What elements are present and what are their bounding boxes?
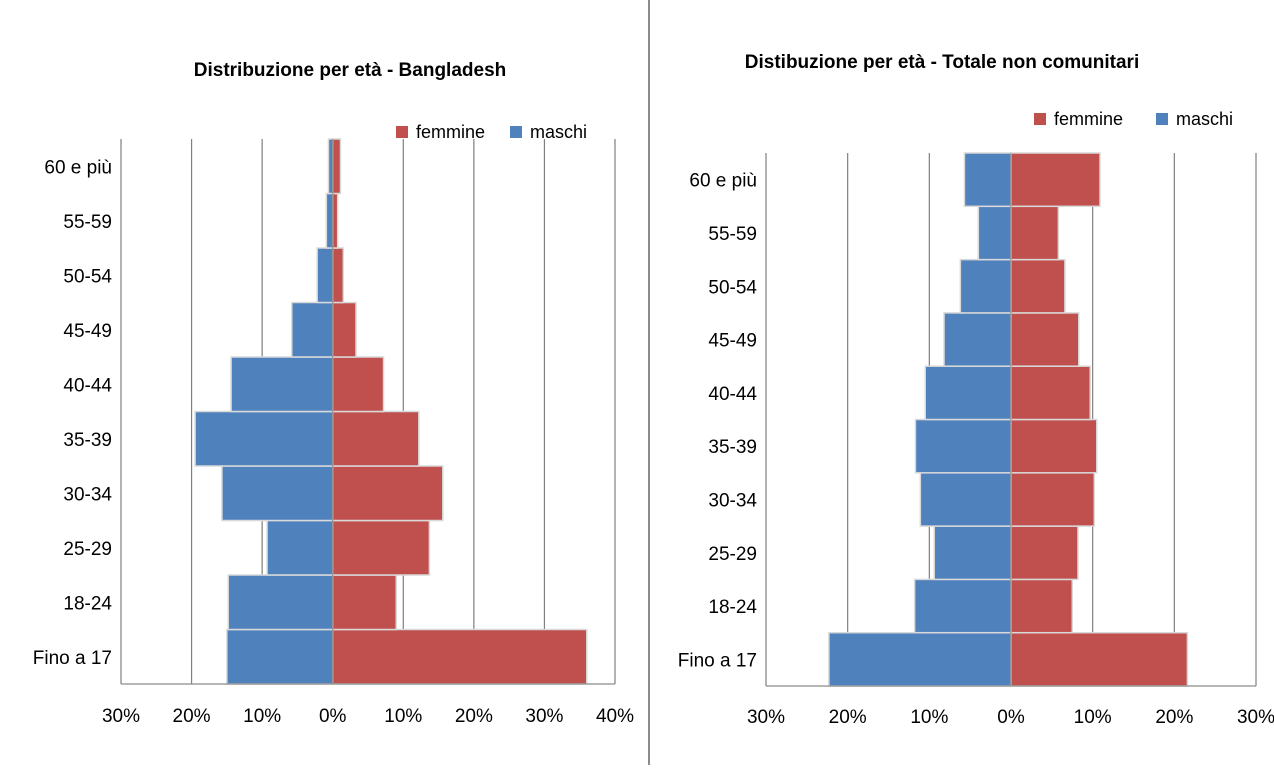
bar-femmine-40-44 xyxy=(1010,365,1091,421)
bar-femmine-25-29 xyxy=(1010,525,1079,581)
legend-label-maschi: maschi xyxy=(530,122,587,142)
x-tick-label: 30% xyxy=(747,707,785,728)
category-label: 18-24 xyxy=(63,593,112,614)
bar-maschi-60-e-piu xyxy=(963,152,1012,208)
x-tick-label: 20% xyxy=(173,706,211,727)
category-label: 30-34 xyxy=(63,484,112,505)
legend-label-femmine: femmine xyxy=(416,122,485,142)
x-tick-label: 30% xyxy=(525,706,563,727)
x-tick-label: 30% xyxy=(1237,707,1274,728)
x-tick-label: 10% xyxy=(910,707,948,728)
category-label: 40-44 xyxy=(708,384,757,405)
bar-maschi-25-29 xyxy=(933,525,1012,581)
x-tick-label: 10% xyxy=(1074,707,1112,728)
chart-bangladesh: Distribuzione per età - Bangladesh Fino a… xyxy=(33,60,634,727)
bar-maschi-35-39 xyxy=(914,418,1012,474)
x-tick-label: 10% xyxy=(243,706,281,727)
chart-panel-bangladesh: Distribuzione per età - Bangladesh Fino a… xyxy=(32,60,635,727)
bar-femmine-35-39 xyxy=(331,410,420,467)
x-tick-label: 10% xyxy=(384,706,422,727)
category-label: 18-24 xyxy=(708,597,757,618)
bar-maschi-50-54 xyxy=(316,247,334,304)
x-tick-label: 30% xyxy=(102,706,140,727)
chart-title: Distibuzione per età - Totale non comuni… xyxy=(745,52,1139,73)
bar-maschi-40-44 xyxy=(230,356,334,413)
category-label: Fino a 17 xyxy=(33,648,112,669)
bar-maschi-fino-a-17 xyxy=(226,628,334,685)
x-tick-label: 40% xyxy=(596,706,634,727)
bar-maschi-25-29 xyxy=(266,519,334,576)
bar-femmine-35-39 xyxy=(1010,418,1098,474)
legend-label-femmine: femmine xyxy=(1054,109,1123,129)
legend-swatch-femmine xyxy=(1034,113,1046,125)
category-label: 60 e più xyxy=(44,157,112,178)
bar-femmine-50-54 xyxy=(1010,258,1066,314)
bar-femmine-45-49 xyxy=(331,301,357,358)
x-tick-label: 20% xyxy=(455,706,493,727)
category-label: 30-34 xyxy=(708,490,757,511)
bar-maschi-45-49 xyxy=(943,312,1012,367)
legend-swatch-maschi xyxy=(1156,113,1168,125)
x-tick-label: 20% xyxy=(1155,707,1193,728)
category-label: 40-44 xyxy=(63,375,112,396)
bar-femmine-55-59 xyxy=(1010,205,1060,261)
category-label: 25-29 xyxy=(63,539,112,560)
bar-maschi-55-59 xyxy=(325,192,334,249)
chart-panel-totale: Distibuzione per età - Totale non comuni… xyxy=(650,0,1274,765)
bar-maschi-18-24 xyxy=(227,574,334,631)
category-label: 35-39 xyxy=(63,430,112,451)
bar-maschi-45-49 xyxy=(291,301,334,358)
bar-maschi-fino-a-17 xyxy=(828,631,1012,687)
bar-femmine-40-44 xyxy=(331,356,385,413)
category-label: 45-49 xyxy=(63,321,112,342)
bar-maschi-30-34 xyxy=(221,465,334,522)
bar-maschi-30-34 xyxy=(919,472,1012,527)
bar-maschi-40-44 xyxy=(924,365,1012,421)
bar-femmine-50-54 xyxy=(331,247,345,304)
category-label: 55-59 xyxy=(63,212,112,233)
bar-maschi-60-e-piu xyxy=(327,138,334,195)
x-tick-label: 0% xyxy=(319,706,347,727)
legend-swatch-femmine xyxy=(396,126,408,138)
chart-title: Distribuzione per età - Bangladesh xyxy=(194,60,507,81)
legend-label-maschi: maschi xyxy=(1176,109,1233,129)
legend-swatch-maschi xyxy=(510,126,522,138)
bar-femmine-18-24 xyxy=(1010,578,1073,634)
category-label: Fino a 17 xyxy=(678,650,757,671)
bar-femmine-fino-a-17 xyxy=(1010,631,1189,687)
category-label: 50-54 xyxy=(708,277,757,298)
category-label: 55-59 xyxy=(708,224,757,245)
bar-femmine-25-29 xyxy=(331,519,431,576)
x-tick-label: 20% xyxy=(829,707,867,728)
category-label: 25-29 xyxy=(708,544,757,565)
bar-femmine-45-49 xyxy=(1010,312,1080,367)
bar-femmine-60-e-piu xyxy=(1010,152,1101,208)
bar-femmine-fino-a-17 xyxy=(331,628,588,685)
category-label: 35-39 xyxy=(708,437,757,458)
category-label: 60 e più xyxy=(689,171,757,192)
chart-totale-non-comunitari: Distibuzione per età - Totale non comuni… xyxy=(678,52,1274,728)
bar-maschi-35-39 xyxy=(194,410,334,467)
bar-femmine-30-34 xyxy=(331,465,444,522)
bar-femmine-30-34 xyxy=(1010,472,1096,527)
bar-maschi-55-59 xyxy=(977,205,1012,261)
category-label: 45-49 xyxy=(708,331,757,352)
bar-femmine-18-24 xyxy=(331,574,397,631)
bar-maschi-18-24 xyxy=(913,578,1012,634)
bar-maschi-50-54 xyxy=(959,258,1012,314)
category-label: 50-54 xyxy=(63,266,112,287)
bar-femmine-60-e-piu xyxy=(331,138,342,195)
x-tick-label: 0% xyxy=(997,707,1025,728)
